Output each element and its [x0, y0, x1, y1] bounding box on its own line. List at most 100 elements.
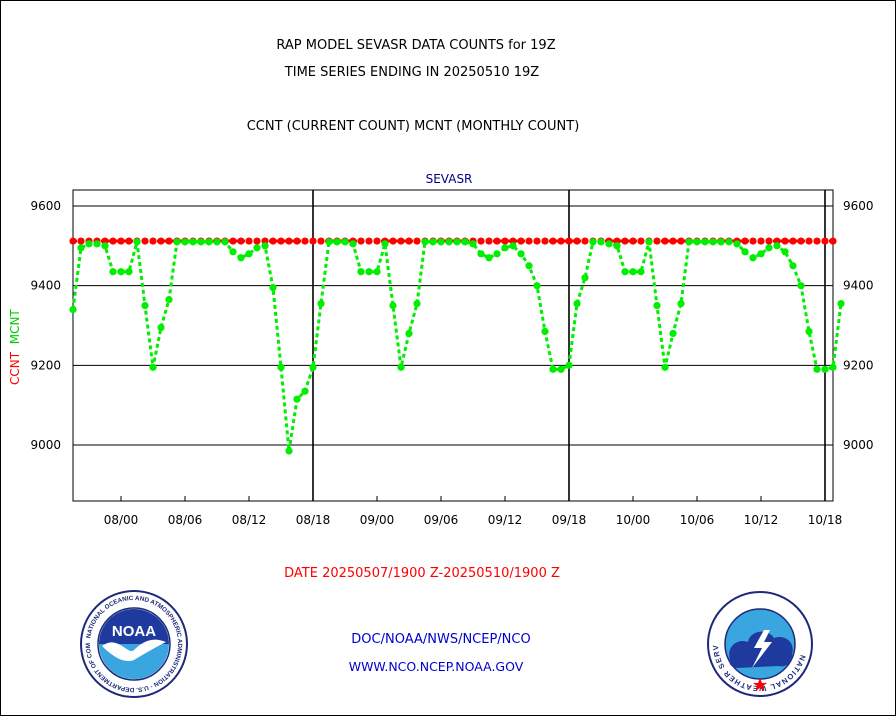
- chart-title-line1: RAP MODEL SEVASR DATA COUNTS for 19Z: [276, 38, 556, 53]
- ccnt-point: [709, 238, 717, 246]
- ccnt-point: [341, 238, 349, 246]
- mcnt-point: [149, 237, 157, 245]
- x-tick-label: 09/06: [424, 513, 459, 527]
- ccnt-point: [829, 363, 837, 371]
- ccnt-point: [837, 299, 845, 308]
- mcnt-point: [821, 237, 829, 245]
- ccnt-point: [197, 238, 205, 246]
- ccnt-point: [117, 268, 125, 276]
- chart-title-line2: TIME SERIES ENDING IN 20250510 19Z: [284, 65, 540, 80]
- mcnt-point: [757, 237, 765, 245]
- mcnt-point: [517, 237, 525, 245]
- ccnt-point: [589, 238, 597, 246]
- ccnt-point: [701, 238, 709, 246]
- ccnt-point: [461, 238, 469, 246]
- y-tick-label-left: 9400: [30, 279, 61, 293]
- ccnt-point: [373, 268, 381, 276]
- ccnt-point: [317, 299, 325, 308]
- doc-noaa-link[interactable]: DOC/NOAA/NWS/NCEP/NCO: [351, 632, 531, 647]
- nco-website-link[interactable]: WWW.NCO.NCEP.NOAA.GOV: [348, 659, 524, 674]
- ccnt-point: [653, 301, 661, 310]
- ccnt-point: [405, 329, 413, 338]
- ccnt-point: [85, 240, 93, 248]
- ccnt-point: [269, 284, 277, 292]
- ccnt-point: [741, 248, 749, 256]
- ccnt-point: [749, 254, 757, 262]
- mcnt-point: [269, 237, 277, 245]
- ccnt-point: [629, 268, 637, 276]
- ccnt-point: [309, 363, 317, 371]
- ccnt-point: [181, 238, 189, 246]
- x-tick-label: 09/00: [360, 513, 395, 527]
- mcnt-point: [549, 237, 557, 245]
- mcnt-point: [541, 237, 549, 245]
- mcnt-point: [357, 237, 365, 245]
- mcnt-point: [141, 237, 149, 245]
- mcnt-point: [629, 237, 637, 245]
- x-tick-label: 10/00: [616, 513, 651, 527]
- mcnt-point: [565, 237, 573, 245]
- ccnt-point: [149, 363, 157, 371]
- ccnt-point: [797, 282, 805, 290]
- ccnt-point: [69, 305, 77, 314]
- ccnt-point: [125, 268, 133, 276]
- mcnt-point: [157, 237, 165, 245]
- nws-logo-icon: NATIONAL WEATHER SERVICE: [706, 590, 813, 697]
- ccnt-point: [549, 365, 557, 373]
- mcnt-point: [501, 237, 509, 245]
- mcnt-point: [405, 237, 413, 245]
- ccnt-point: [693, 238, 701, 246]
- ccnt-point: [789, 262, 797, 270]
- ccnt-point: [221, 238, 229, 246]
- ccnt-point: [717, 238, 725, 246]
- mcnt-point: [533, 237, 541, 245]
- ccnt-point: [253, 244, 261, 252]
- ccnt-point: [413, 299, 421, 308]
- ccnt-point: [621, 268, 629, 276]
- mcnt-point: [109, 237, 117, 245]
- ccnt-point: [173, 238, 181, 246]
- ccnt-point: [605, 240, 613, 248]
- mcnt-point: [117, 237, 125, 245]
- ccnt-point: [165, 296, 173, 304]
- mcnt-point: [69, 237, 77, 245]
- mcnt-point: [525, 237, 533, 245]
- ccnt-point: [725, 238, 733, 246]
- mcnt-point: [669, 237, 677, 245]
- y-tick-label-right: 9600: [843, 199, 874, 213]
- ccnt-point: [325, 238, 333, 246]
- mcnt-point: [557, 237, 565, 245]
- ccnt-point: [565, 361, 573, 369]
- ccnt-point: [541, 327, 549, 336]
- ccnt-point: [453, 238, 461, 246]
- plot-area: [72, 189, 834, 502]
- mcnt-point: [829, 237, 837, 245]
- mcnt-point: [677, 237, 685, 245]
- mcnt-point: [477, 237, 485, 245]
- ccnt-point: [485, 254, 493, 262]
- ccnt-point: [285, 447, 293, 455]
- ccnt-point: [213, 238, 221, 246]
- mcnt-point: [373, 237, 381, 245]
- chart-title-line3: CCNT (CURRENT COUNT) MCNT (MONTHLY COUNT…: [246, 119, 580, 134]
- mcnt-point: [293, 237, 301, 245]
- ccnt-point: [261, 242, 269, 250]
- ccnt-point: [437, 238, 445, 246]
- mcnt-point: [781, 237, 789, 245]
- ccnt-point: [445, 238, 453, 246]
- mcnt-point: [653, 237, 661, 245]
- ccnt-point: [237, 254, 245, 262]
- mcnt-point: [389, 237, 397, 245]
- ccnt-point: [677, 299, 685, 308]
- ccnt-point: [349, 240, 357, 248]
- x-tick-label: 08/18: [296, 513, 331, 527]
- ccnt-point: [277, 363, 285, 371]
- ccnt-point: [189, 238, 197, 246]
- ccnt-point: [733, 240, 741, 248]
- mcnt-point: [413, 237, 421, 245]
- mcnt-point: [789, 237, 797, 245]
- ccnt-point: [133, 238, 141, 246]
- ccnt-point: [501, 244, 509, 252]
- ccnt-point: [477, 250, 485, 258]
